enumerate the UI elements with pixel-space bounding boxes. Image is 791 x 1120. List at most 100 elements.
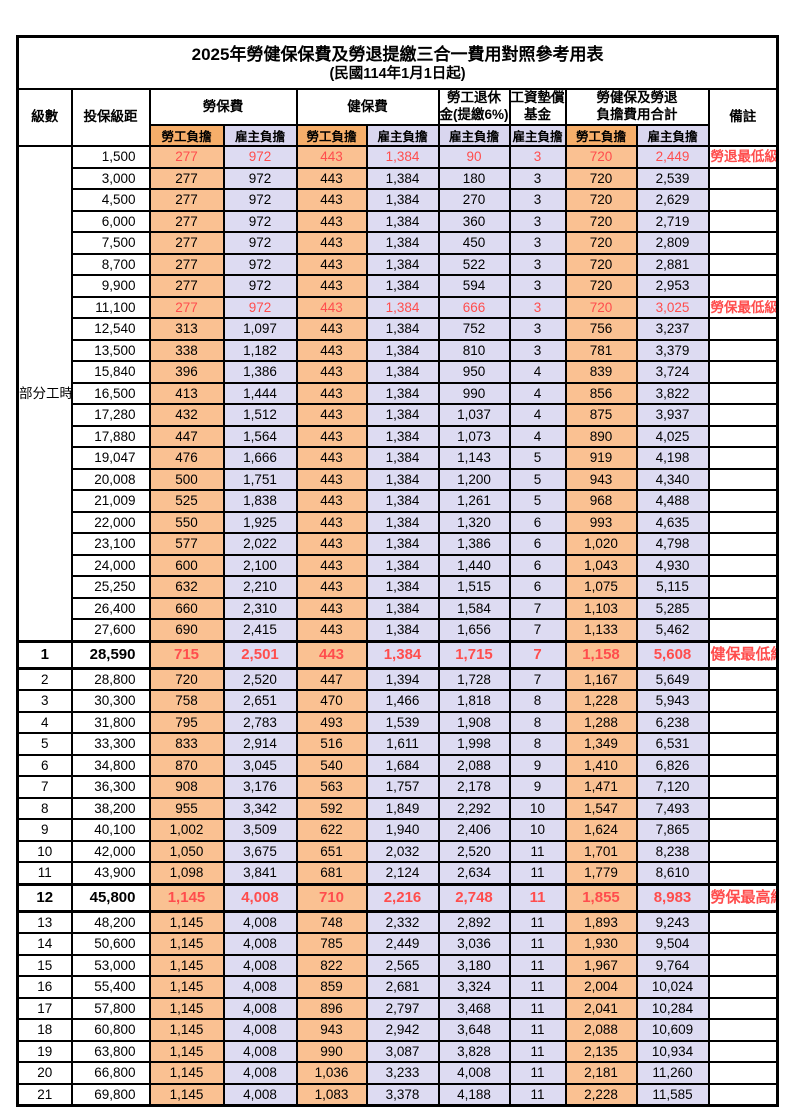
- pension-employer-cell: 1,261: [437, 489, 511, 513]
- total-employee-cell: 720: [564, 166, 638, 190]
- health-employer-cell: 2,681: [365, 975, 440, 999]
- wage-fund-employer-cell: 3: [508, 252, 567, 276]
- health-employer-cell: 1,384: [365, 618, 440, 642]
- labor-employee-cell: 277: [148, 295, 225, 319]
- labor-employee-cell: 1,145: [148, 953, 225, 977]
- bracket-cell: 20,008: [70, 467, 151, 491]
- total-employer-cell: 6,531: [635, 732, 710, 756]
- labor-employer-cell: 972: [222, 295, 298, 319]
- labor-employee-cell: 277: [148, 145, 225, 169]
- health-employee-cell: 592: [295, 796, 368, 820]
- total-employee-cell: 1,133: [564, 618, 638, 642]
- labor-employer-cell: 4,008: [222, 1018, 298, 1042]
- remark-cell: [707, 446, 779, 470]
- remark-cell: 勞退最低級距: [707, 145, 779, 169]
- remark-cell: [707, 532, 779, 556]
- pension-employer-cell: 1,386: [437, 532, 511, 556]
- health-employer-cell: 1,384: [365, 252, 440, 276]
- labor-employer-cell: 1,512: [222, 403, 298, 427]
- wage-fund-employer-cell: 7: [508, 596, 567, 620]
- pension-employer-cell: 3,036: [437, 932, 511, 956]
- table-row-9900: 9,900 277 972 443 1,384 594 3 720 2,953: [18, 274, 779, 298]
- bracket-cell: 60,800: [70, 1018, 151, 1042]
- page-title: 2025年勞健保保費及勞退提繳三合一費用對照參考用表: [191, 44, 604, 64]
- health-employee-cell: 493: [295, 710, 368, 734]
- health-employee-cell: 443: [295, 532, 368, 556]
- bracket-cell: 12,540: [70, 317, 151, 341]
- total-employer-cell: 8,610: [635, 861, 710, 885]
- health-employer-cell: 2,565: [365, 953, 440, 977]
- labor-employer-cell: 2,651: [222, 689, 298, 713]
- health-employee-cell: 681: [295, 861, 368, 885]
- labor-employee-cell: 396: [148, 360, 225, 384]
- remark-cell: [707, 596, 779, 620]
- labor-employee-cell: 550: [148, 510, 225, 534]
- wage-fund-employer-cell: 3: [508, 209, 567, 233]
- health-employer-cell: 2,124: [365, 861, 440, 885]
- labor-employee-cell: 313: [148, 317, 225, 341]
- labor-employee-cell: 1,145: [148, 1039, 225, 1063]
- pension-employer-cell: 1,073: [437, 424, 511, 448]
- labor-employee-cell: 833: [148, 732, 225, 756]
- pension-employer-cell: 180: [437, 166, 511, 190]
- wage-fund-employer-cell: 4: [508, 424, 567, 448]
- table-row-7500: 7,500 277 972 443 1,384 450 3 720 2,809: [18, 231, 779, 255]
- labor-employer-cell: 1,444: [222, 381, 298, 405]
- total-employee-cell: 2,004: [564, 975, 638, 999]
- table-row-69800: 21 69,800 1,145 4,008 1,083 3,378 4,188 11 2,228…: [16, 1082, 779, 1107]
- health-employee-cell: 443: [295, 575, 368, 599]
- labor-employer-cell: 1,182: [222, 338, 298, 362]
- wage-fund-employer-cell: 3: [508, 295, 567, 319]
- labor-employer-cell: 4,008: [222, 882, 298, 913]
- total-employer-cell: 2,539: [635, 166, 710, 190]
- labor-employee-cell: 277: [148, 231, 225, 255]
- bracket-cell: 27,600: [70, 618, 151, 642]
- wage-fund-employer-cell: 10: [508, 818, 567, 842]
- remark-cell: [707, 510, 779, 534]
- bracket-cell: 57,800: [70, 996, 151, 1020]
- health-employee-cell: 443: [295, 274, 368, 298]
- col-header-total: 勞健保及勞退 負擔費用合計: [564, 88, 710, 126]
- labor-employer-cell: 2,415: [222, 618, 298, 642]
- labor-employer-cell: 972: [222, 145, 298, 169]
- health-employer-cell: 1,384: [365, 489, 440, 513]
- wage-fund-employer-cell: 11: [508, 1039, 567, 1063]
- pension-employer-cell: 2,406: [437, 818, 511, 842]
- health-employer-cell: 1,384: [365, 231, 440, 255]
- labor-employee-cell: 1,145: [148, 1082, 225, 1107]
- level-cell: 17: [16, 996, 73, 1020]
- header-row-burden: 勞工負擔 雇主負擔 勞工負擔 雇主負擔 雇主負擔 雇主負擔 勞工負擔 雇主負擔: [18, 124, 778, 147]
- wage-fund-employer-cell: 11: [508, 882, 567, 913]
- bracket-cell: 55,400: [70, 975, 151, 999]
- total-employer-cell: 4,025: [635, 424, 710, 448]
- total-employer-cell: 8,983: [635, 882, 710, 913]
- total-employee-cell: 720: [564, 252, 638, 276]
- level-cell: 16: [16, 975, 73, 999]
- health-employer-cell: 1,384: [365, 575, 440, 599]
- labor-employee-cell: 600: [148, 553, 225, 577]
- labor-employee-cell: 632: [148, 575, 225, 599]
- total-employer-cell: 5,115: [635, 575, 710, 599]
- pension-employer-cell: 666: [437, 295, 511, 319]
- health-employer-cell: 1,384: [365, 381, 440, 405]
- health-employer-cell: 1,684: [365, 753, 440, 777]
- bracket-cell: 26,400: [70, 596, 151, 620]
- health-employee-cell: 896: [295, 996, 368, 1020]
- bracket-cell: 19,047: [70, 446, 151, 470]
- health-employer-cell: 1,466: [365, 689, 440, 713]
- total-employee-cell: 2,088: [564, 1018, 638, 1042]
- table-row-48200: 13 48,200 1,145 4,008 748 2,332 2,892 11 1,893 9,…: [16, 910, 779, 934]
- health-employee-cell: 443: [295, 295, 368, 319]
- wage-fund-employer-cell: 10: [508, 796, 567, 820]
- total-employer-cell: 2,953: [635, 274, 710, 298]
- subheader-pension-employer: 雇主負擔: [437, 124, 511, 147]
- pension-employer-cell: 1,440: [437, 553, 511, 577]
- wage-fund-employer-cell: 11: [508, 839, 567, 863]
- bracket-cell: 13,500: [70, 338, 151, 362]
- pension-employer-cell: 1,818: [437, 689, 511, 713]
- bracket-cell: 43,900: [70, 861, 151, 885]
- total-employer-cell: 7,120: [635, 775, 710, 799]
- labor-employer-cell: 972: [222, 188, 298, 212]
- level-cell: 8: [16, 796, 73, 820]
- bracket-cell: 33,300: [70, 732, 151, 756]
